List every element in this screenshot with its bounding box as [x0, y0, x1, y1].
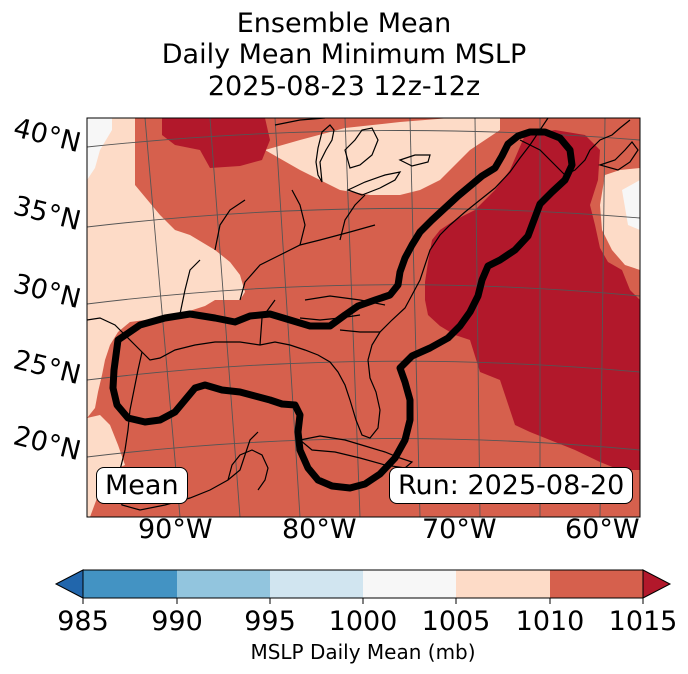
lon-label-90: 90°W	[138, 514, 213, 545]
lon-label-60: 60°W	[565, 514, 640, 545]
colorbar-label: MSLP Daily Mean (mb)	[250, 640, 476, 664]
lake-michigan	[315, 124, 335, 183]
gulf-coastline	[87, 118, 549, 439]
field-over-1015-east	[425, 130, 640, 470]
mean-label-box: Mean	[96, 467, 188, 504]
lake-ontario	[398, 154, 431, 167]
colorbar-tick-1000: 1000	[328, 606, 398, 637]
field-1005-1010-northeast	[265, 118, 500, 195]
track-contour	[109, 128, 576, 492]
map-frame	[86, 117, 641, 518]
colorbar-tick-1010: 1010	[515, 606, 585, 637]
mexico-coastline	[117, 351, 259, 511]
title-line-2: Daily Mean Minimum MSLP	[161, 39, 527, 70]
colorbar-tick-1015: 1015	[608, 606, 678, 637]
colorbar-bin-1005-1010	[456, 570, 550, 598]
colorbar-tick-1005: 1005	[421, 606, 491, 637]
lon-label-70: 70°W	[422, 514, 497, 545]
title-line-3: 2025-08-23 12z-12z	[207, 71, 481, 102]
lon-label-80: 80°W	[282, 514, 357, 545]
colorbar-tick-985: 985	[57, 606, 109, 637]
colorbar-extend-low	[54, 569, 84, 599]
colorbar-bin-995-1000	[270, 570, 363, 598]
run-date-box: Run: 2025-08-20	[389, 467, 634, 504]
lake-superior	[274, 118, 326, 126]
coastlines	[87, 118, 639, 511]
colorbar-extend-high	[642, 569, 672, 599]
yucatan-coastline	[227, 449, 269, 491]
colorbar-tick-995: 995	[244, 606, 296, 637]
colorbar-bin-1000-1005	[363, 570, 456, 598]
field-1005-1010-west	[87, 118, 245, 418]
newfoundland-coastline	[597, 141, 639, 171]
maritime-coastline	[519, 119, 631, 176]
colorbar-tick-990: 990	[151, 606, 203, 637]
cuba-coastline	[298, 435, 414, 469]
lake-erie	[346, 171, 402, 196]
colorbar-bin-990-995	[177, 570, 270, 598]
field-1000-1005-nw	[87, 118, 112, 180]
colorbar-bin-1010-1015	[550, 570, 643, 598]
lake-huron	[344, 127, 379, 169]
title-line-1: Ensemble Mean	[236, 8, 452, 39]
colorbar-bin-985-990	[83, 570, 177, 598]
field-over-1015-north	[162, 118, 270, 168]
